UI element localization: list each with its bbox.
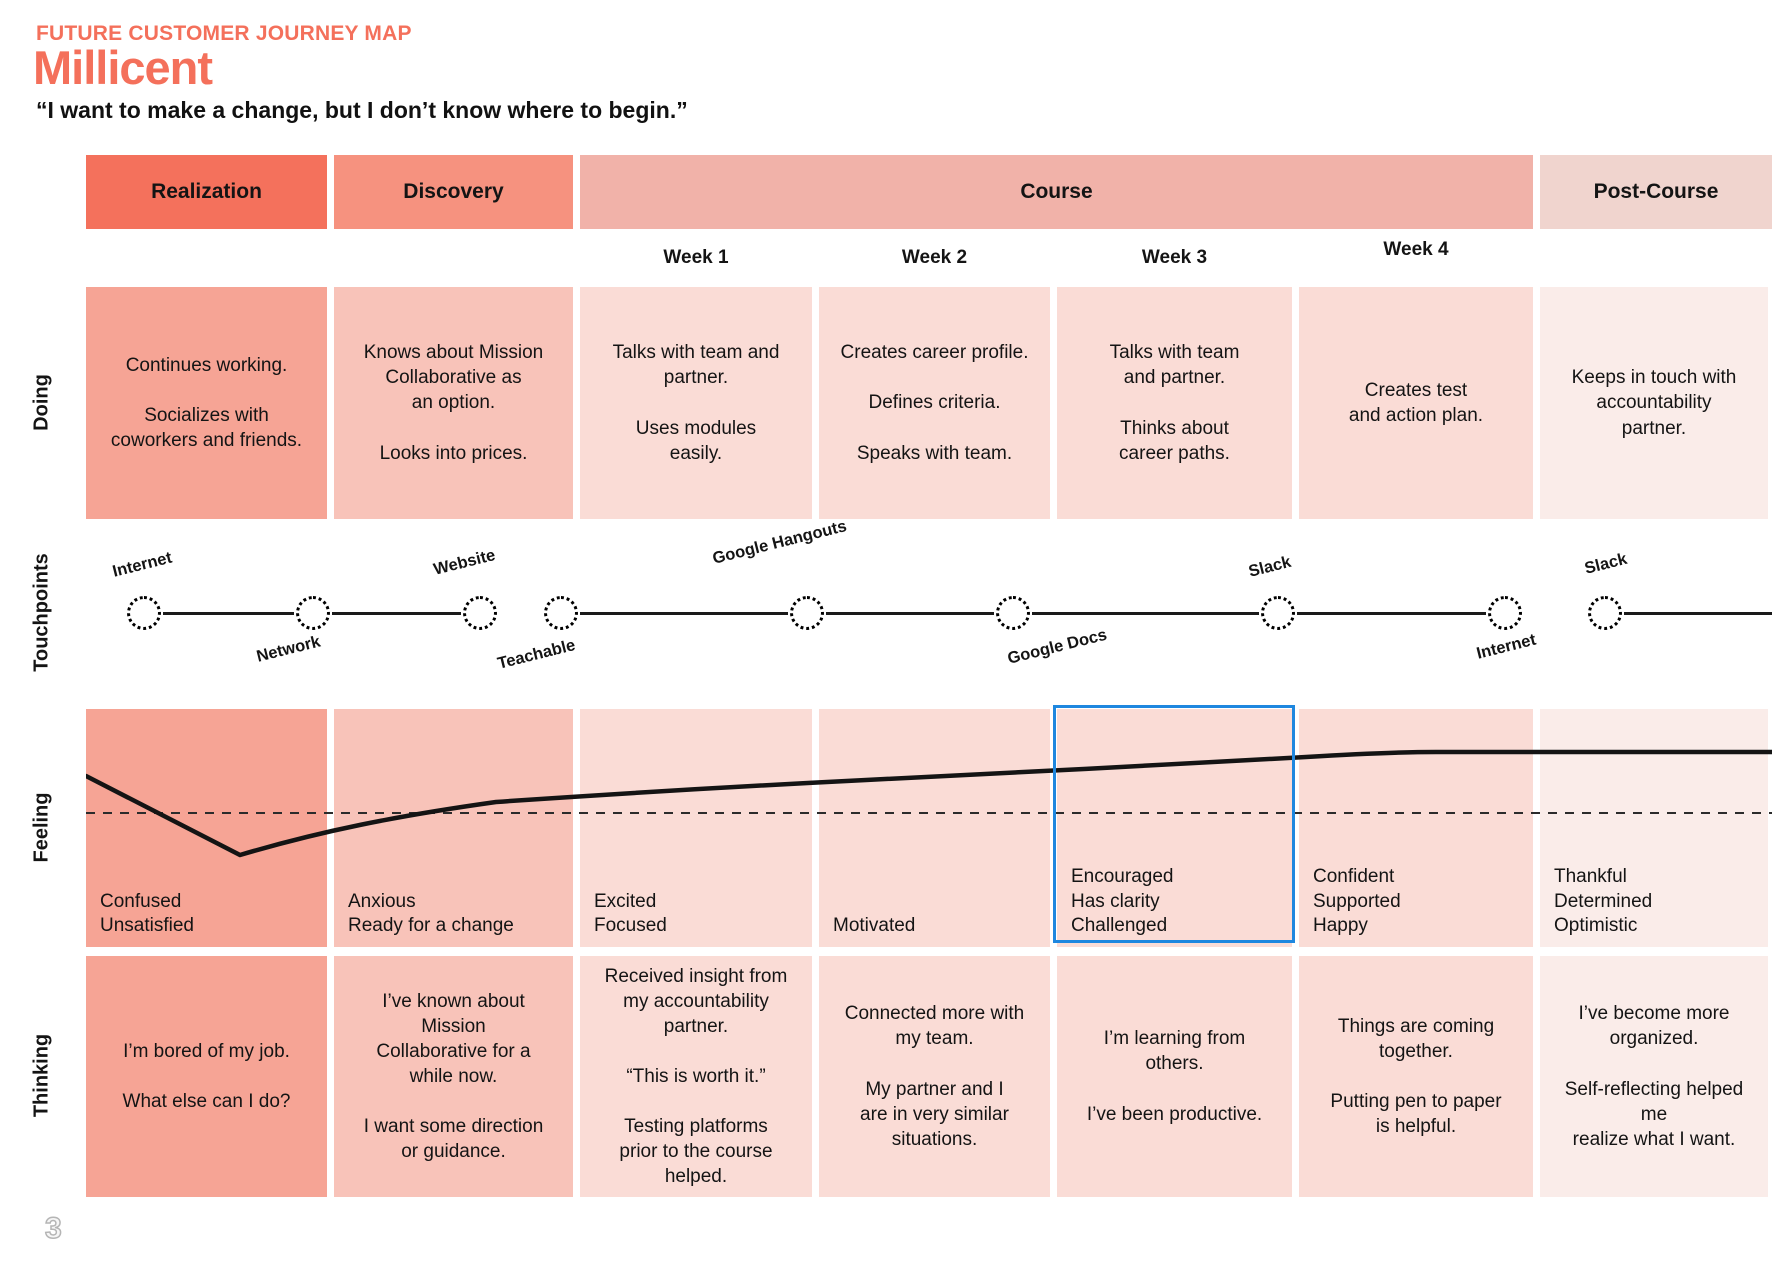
touchpoint-node-icon — [127, 596, 161, 630]
touchpoint-label-network: Network — [254, 632, 323, 666]
feeling-text: Anxious Ready for a change — [348, 890, 514, 937]
thinking-cell-week4: Things are coming together. Putting pen … — [1299, 956, 1533, 1197]
feeling-text: Motivated — [833, 915, 916, 937]
row-label-touchpoints: Touchpoints — [30, 553, 53, 672]
doing-cell-week2: Creates career profile. Defines criteria… — [819, 287, 1050, 519]
touchpoint-node-icon — [996, 596, 1030, 630]
week-label-2: Week 2 — [901, 247, 968, 268]
touchpoint-connector — [332, 612, 461, 615]
feeling-text: Thankful Determined Optimistic — [1554, 865, 1653, 937]
touchpoint-label-teachable: Teachable — [495, 636, 578, 673]
stage-header-course: Course — [580, 155, 1533, 229]
touchpoint-node-icon — [1261, 596, 1295, 630]
touchpoint-label-google-docs: Google Docs — [1005, 625, 1109, 668]
feeling-cell-week2: Motivated — [819, 709, 1050, 947]
touchpoint-label-internet-1: Internet — [110, 548, 174, 581]
doing-cell-week4: Creates test and action plan. — [1299, 287, 1533, 519]
doing-cell-realization: Continues working. Socializes with cowor… — [86, 287, 327, 519]
touchpoint-connector — [1032, 612, 1259, 615]
doing-cell-discovery: Knows about Mission Collaborative as an … — [334, 287, 573, 519]
stage-header-realization: Realization — [86, 155, 327, 229]
touchpoint-node-icon — [544, 596, 578, 630]
touchpoint-label-website: Website — [431, 546, 498, 579]
doing-cell-postcourse: Keeps in touch with accountability partn… — [1540, 287, 1768, 519]
row-label-thinking: Thinking — [30, 1033, 53, 1118]
touchpoint-connector — [1624, 612, 1772, 615]
week-label-4: Week 4 — [1383, 239, 1449, 260]
doing-cell-week1: Talks with team and partner. Uses module… — [580, 287, 812, 519]
touchpoint-node-icon — [296, 596, 330, 630]
thinking-cell-week1: Received insight from my accountability … — [580, 956, 812, 1197]
page-number: 3 — [44, 1211, 62, 1246]
thinking-cell-realization: I’m bored of my job. What else can I do? — [86, 956, 327, 1197]
touchpoint-connector — [826, 612, 994, 615]
feeling-cell-postcourse: Thankful Determined Optimistic — [1540, 709, 1768, 947]
stage-header-postcourse: Post-Course — [1540, 155, 1772, 229]
thinking-cell-postcourse: I’ve become more organized. Self-reflect… — [1540, 956, 1768, 1197]
persona-name: Millicent — [33, 41, 213, 94]
touchpoint-connector — [580, 612, 788, 615]
thinking-cell-week2: Connected more with my team. My partner … — [819, 956, 1050, 1197]
doing-cell-week3: Talks with team and partner. Thinks abou… — [1057, 287, 1292, 519]
week-label-3: Week 3 — [1141, 247, 1208, 268]
touchpoint-label-slack-1: Slack — [1246, 552, 1293, 581]
touchpoint-node-icon — [1488, 596, 1522, 630]
feeling-text: Confident Supported Happy — [1313, 865, 1401, 937]
week3-feeling-selection-highlight[interactable] — [1053, 705, 1295, 943]
touchpoint-node-icon — [463, 596, 497, 630]
touchpoint-label-slack-2: Slack — [1582, 549, 1629, 578]
feeling-text: Confused Unsatisfied — [100, 890, 194, 937]
touchpoint-label-internet-2: Internet — [1474, 630, 1538, 663]
touchpoint-node-icon — [1588, 596, 1622, 630]
thinking-cell-discovery: I’ve known about Mission Collaborative f… — [334, 956, 573, 1197]
thinking-cell-week3: I’m learning from others. I’ve been prod… — [1057, 956, 1292, 1197]
touchpoint-connector — [1297, 612, 1486, 615]
touchpoint-node-icon — [790, 596, 824, 630]
feeling-text: Encouraged Has clarity Challenged — [1071, 865, 1174, 937]
map-type-label: FUTURE CUSTOMER JOURNEY MAP — [36, 22, 412, 45]
row-label-feeling: Feeling — [30, 792, 53, 863]
touchpoint-connector — [163, 612, 294, 615]
week-label-1: Week 1 — [663, 247, 729, 268]
feeling-cell-discovery: Anxious Ready for a change — [334, 709, 573, 947]
persona-quote: “I want to make a change, but I don’t kn… — [36, 97, 688, 123]
touchpoint-label-google-hangouts: Google Hangouts — [710, 517, 849, 568]
stage-header-discovery: Discovery — [334, 155, 573, 229]
row-label-doing: Doing — [30, 374, 53, 431]
feeling-cell-week4: Confident Supported Happy — [1299, 709, 1533, 947]
feeling-text: Excited Focused — [594, 890, 667, 937]
feeling-cell-week1: Excited Focused — [580, 709, 812, 947]
feeling-cell-realization: Confused Unsatisfied — [86, 709, 327, 947]
